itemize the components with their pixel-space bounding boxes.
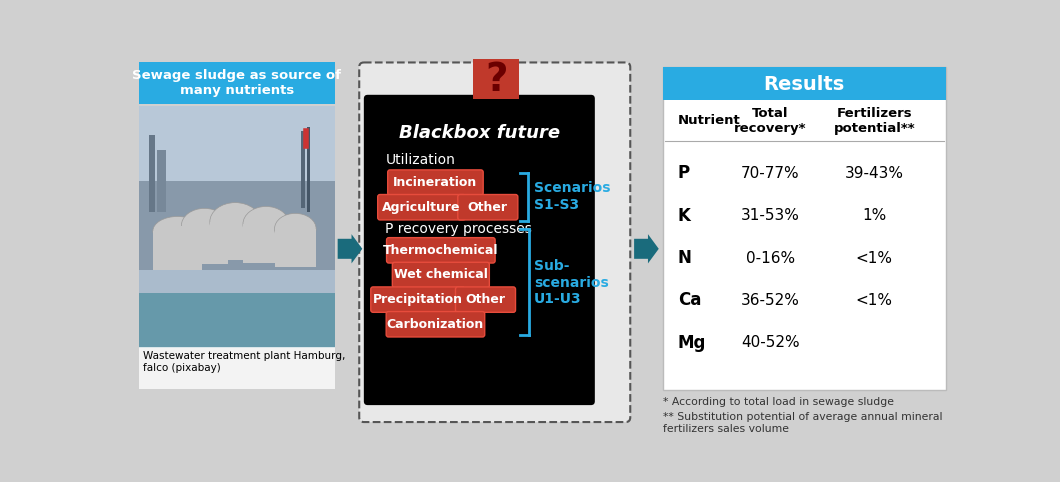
FancyBboxPatch shape	[139, 62, 335, 104]
Text: Results: Results	[763, 75, 845, 94]
Ellipse shape	[181, 208, 228, 243]
FancyBboxPatch shape	[377, 195, 465, 220]
FancyBboxPatch shape	[139, 289, 335, 348]
Text: Utilization: Utilization	[386, 153, 456, 167]
Text: Wet chemical: Wet chemical	[394, 268, 488, 281]
Ellipse shape	[243, 206, 289, 242]
FancyBboxPatch shape	[139, 181, 335, 269]
Text: <1%: <1%	[855, 293, 893, 308]
Text: <1%: <1%	[855, 251, 893, 266]
FancyBboxPatch shape	[157, 150, 166, 212]
Text: Total
recovery*: Total recovery*	[735, 107, 807, 135]
FancyBboxPatch shape	[473, 59, 519, 99]
Text: Agriculture: Agriculture	[383, 201, 461, 214]
Text: Precipitation: Precipitation	[373, 293, 463, 306]
FancyBboxPatch shape	[210, 222, 261, 260]
FancyBboxPatch shape	[371, 287, 464, 312]
Text: P recovery processes: P recovery processes	[386, 222, 532, 236]
FancyBboxPatch shape	[153, 231, 202, 269]
FancyBboxPatch shape	[139, 106, 335, 348]
Text: Sewage sludge as source of
many nutrients: Sewage sludge as source of many nutrient…	[132, 69, 341, 97]
FancyBboxPatch shape	[139, 347, 335, 389]
Text: 0-16%: 0-16%	[746, 251, 795, 266]
Text: 70-77%: 70-77%	[741, 166, 799, 181]
FancyBboxPatch shape	[359, 63, 631, 422]
FancyBboxPatch shape	[301, 131, 305, 208]
FancyBboxPatch shape	[456, 287, 515, 312]
Text: Nutrient: Nutrient	[678, 115, 741, 127]
Text: Incineration: Incineration	[393, 176, 478, 189]
Text: Thermochemical: Thermochemical	[383, 244, 498, 257]
Text: N: N	[678, 249, 692, 267]
Text: ?: ?	[485, 61, 508, 99]
FancyBboxPatch shape	[243, 224, 289, 263]
Text: Carbonization: Carbonization	[387, 318, 484, 331]
FancyBboxPatch shape	[306, 127, 310, 212]
Text: ** Substitution potential of average annual mineral
fertilizers sales volume: ** Substitution potential of average ann…	[664, 412, 943, 434]
FancyBboxPatch shape	[386, 311, 484, 337]
Text: Other: Other	[465, 293, 506, 306]
Text: 31-53%: 31-53%	[741, 208, 800, 223]
Text: Other: Other	[467, 201, 508, 214]
Text: Scenarios
S1-S3: Scenarios S1-S3	[534, 181, 611, 212]
Text: Fertilizers
potential**: Fertilizers potential**	[833, 107, 915, 135]
FancyBboxPatch shape	[387, 238, 495, 263]
FancyBboxPatch shape	[181, 226, 228, 264]
Text: 36-52%: 36-52%	[741, 293, 800, 308]
FancyBboxPatch shape	[139, 264, 335, 294]
Text: Wastewater treatment plant Hamburg,
falco (pixabay): Wastewater treatment plant Hamburg, falc…	[143, 351, 346, 373]
Text: P: P	[678, 164, 690, 182]
FancyBboxPatch shape	[139, 106, 335, 241]
FancyBboxPatch shape	[275, 229, 316, 268]
Text: 1%: 1%	[862, 208, 886, 223]
Text: Blackbox future: Blackbox future	[399, 123, 560, 142]
Ellipse shape	[153, 216, 202, 246]
FancyBboxPatch shape	[392, 262, 490, 288]
FancyBboxPatch shape	[662, 67, 946, 100]
Text: Sub-
scenarios
U1-U3: Sub- scenarios U1-U3	[534, 259, 608, 306]
FancyArrow shape	[338, 234, 363, 264]
FancyBboxPatch shape	[458, 195, 518, 220]
Text: * According to total load in sewage sludge: * According to total load in sewage slud…	[664, 397, 895, 407]
FancyBboxPatch shape	[149, 135, 155, 212]
Ellipse shape	[275, 214, 316, 244]
Ellipse shape	[210, 202, 261, 241]
Text: Ca: Ca	[678, 292, 702, 309]
Text: 39-43%: 39-43%	[845, 166, 904, 181]
FancyBboxPatch shape	[364, 95, 595, 405]
FancyBboxPatch shape	[388, 170, 483, 195]
Text: Mg: Mg	[678, 334, 706, 352]
FancyArrow shape	[634, 234, 658, 264]
Text: 40-52%: 40-52%	[741, 335, 799, 350]
Text: K: K	[678, 207, 691, 225]
FancyBboxPatch shape	[662, 67, 946, 390]
